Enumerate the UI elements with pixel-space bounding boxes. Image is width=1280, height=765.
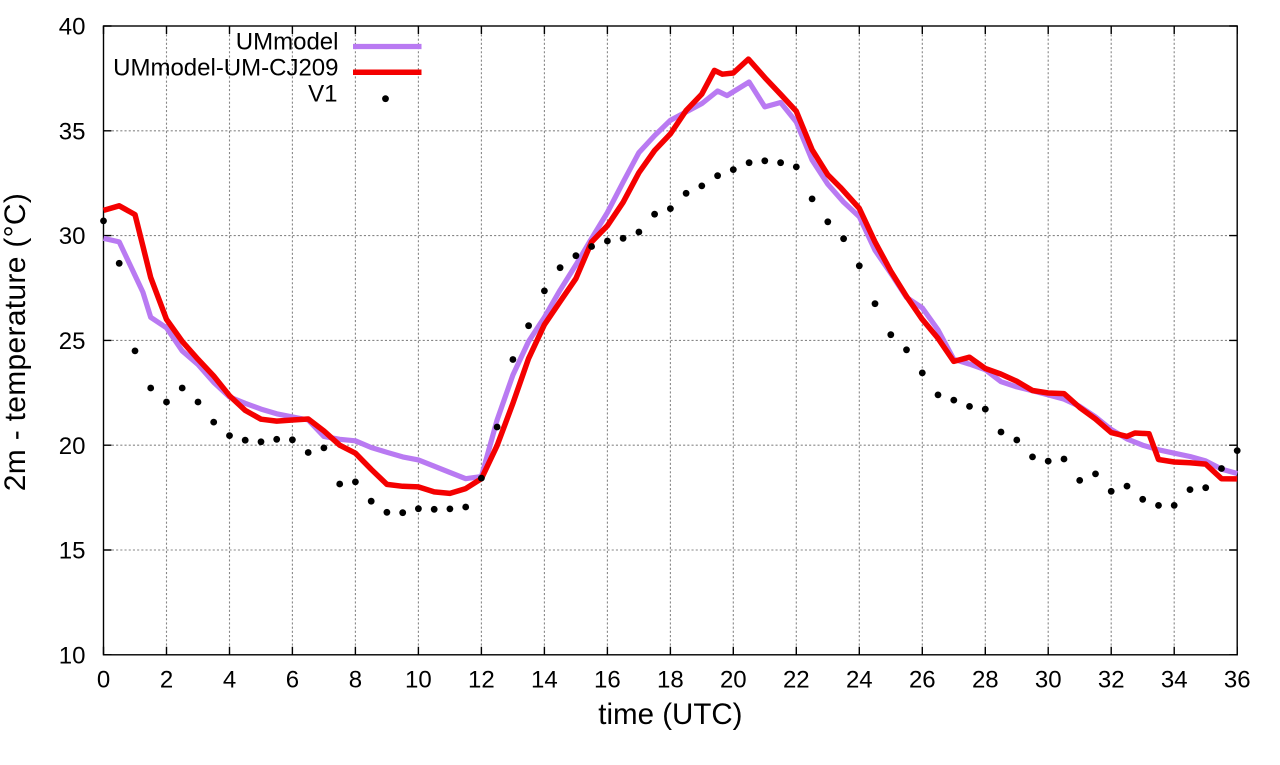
svg-text:V1: V1: [308, 81, 337, 108]
svg-text:28: 28: [972, 667, 999, 694]
svg-text:35: 35: [59, 118, 86, 145]
svg-text:UMmodel: UMmodel: [236, 29, 339, 56]
svg-text:12: 12: [468, 667, 495, 694]
svg-text:20: 20: [59, 433, 86, 460]
svg-text:30: 30: [59, 223, 86, 250]
svg-text:32: 32: [1098, 667, 1125, 694]
svg-text:26: 26: [909, 667, 936, 694]
svg-text:36: 36: [1224, 667, 1251, 694]
svg-text:22: 22: [783, 667, 810, 694]
svg-text:25: 25: [59, 328, 86, 355]
svg-text:15: 15: [59, 538, 86, 565]
svg-text:40: 40: [59, 14, 86, 41]
svg-text:2: 2: [160, 667, 173, 694]
svg-text:2m - temperature (°C): 2m - temperature (°C): [0, 193, 32, 491]
svg-text:time (UTC): time (UTC): [598, 698, 742, 731]
svg-text:30: 30: [1035, 667, 1062, 694]
svg-text:UMmodel-UM-CJ209: UMmodel-UM-CJ209: [113, 55, 338, 82]
svg-text:4: 4: [223, 667, 236, 694]
svg-text:18: 18: [657, 667, 684, 694]
svg-text:6: 6: [286, 667, 299, 694]
svg-text:0: 0: [97, 667, 110, 694]
svg-text:10: 10: [59, 642, 86, 669]
svg-text:16: 16: [594, 667, 621, 694]
svg-text:34: 34: [1161, 667, 1188, 694]
svg-text:10: 10: [405, 667, 432, 694]
svg-text:20: 20: [720, 667, 747, 694]
svg-text:8: 8: [349, 667, 362, 694]
svg-text:24: 24: [846, 667, 873, 694]
svg-text:14: 14: [531, 667, 558, 694]
